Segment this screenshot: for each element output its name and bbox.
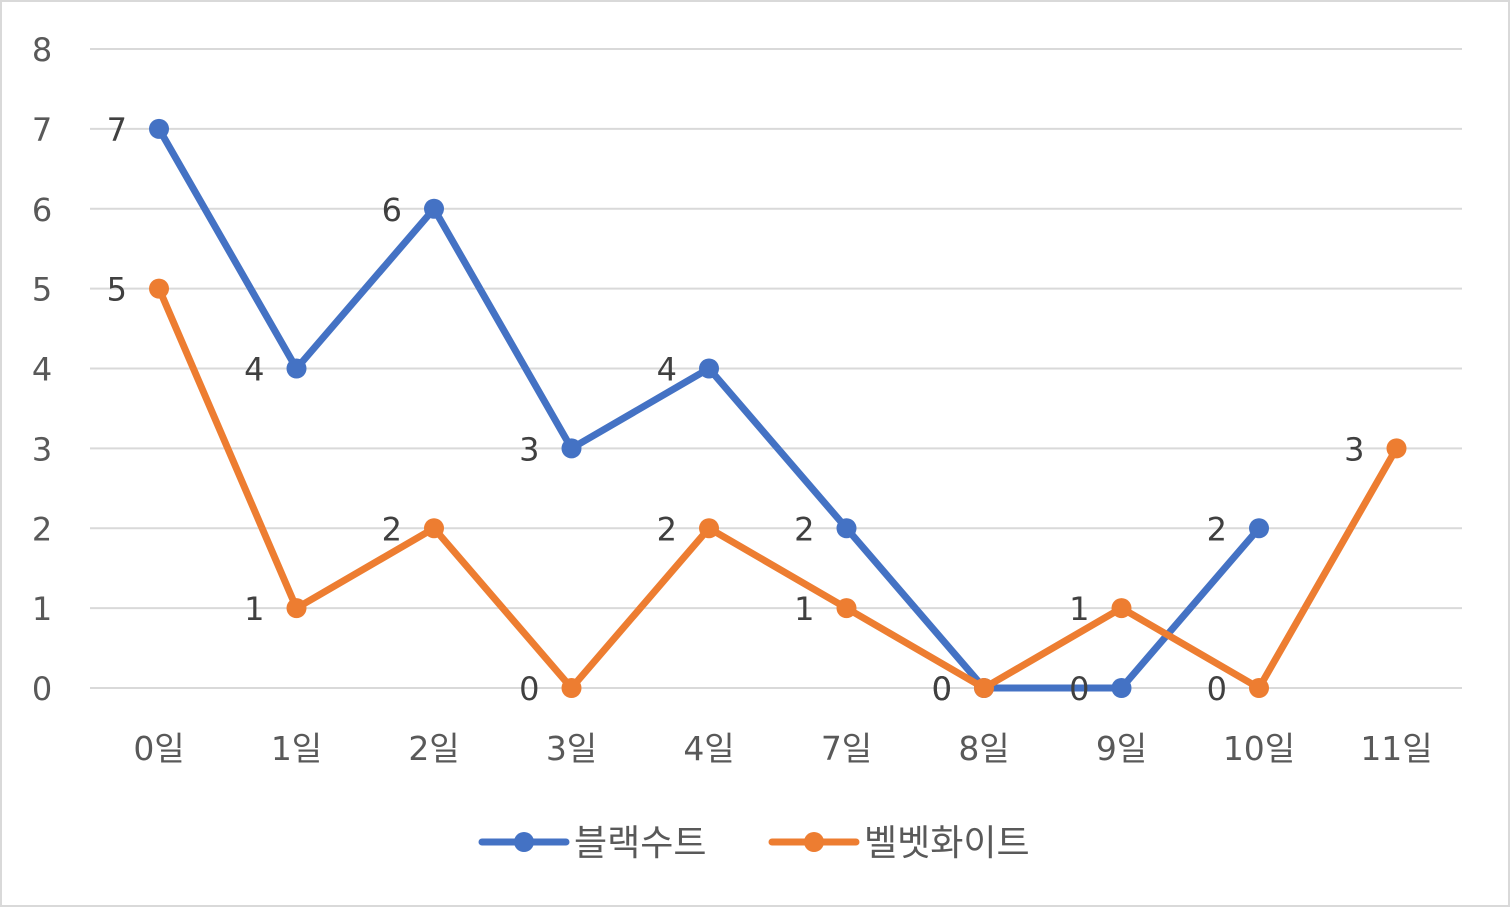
legend-label: 블랙수트 (574, 823, 706, 864)
data-label: 4 (657, 351, 677, 389)
grid-lines (90, 48, 1462, 689)
data-point (699, 518, 719, 539)
series-line (155, 285, 1400, 692)
data-point (561, 678, 582, 698)
data-label: 2 (657, 510, 677, 548)
legend-marker (804, 832, 824, 852)
legend-marker (514, 832, 534, 852)
y-tick-label: 5 (32, 271, 52, 309)
y-tick-label: 8 (32, 31, 52, 69)
data-point (1249, 518, 1269, 539)
series-lines (149, 118, 1407, 698)
data-label: 1 (1069, 590, 1089, 628)
x-tick-label: 7일 (821, 729, 872, 768)
data-label: 0 (1207, 670, 1227, 708)
data-label: 3 (519, 430, 539, 468)
data-point (974, 678, 994, 698)
y-tick-label: 4 (32, 351, 52, 389)
data-point (424, 518, 444, 539)
data-point (699, 358, 719, 379)
data-label: 4 (244, 351, 264, 389)
data-label: 2 (794, 510, 814, 548)
x-tick-label: 10일 (1223, 729, 1295, 768)
legend: 블랙수트 벨벳화이트 (478, 823, 1030, 864)
x-tick-label: 11일 (1360, 729, 1432, 768)
data-label: 0 (932, 670, 952, 708)
data-label: 1 (244, 590, 264, 628)
x-tick-label: 9일 (1096, 729, 1147, 768)
data-point (1386, 438, 1407, 459)
data-point (561, 438, 582, 459)
data-label: 6 (382, 191, 402, 229)
data-point (1111, 678, 1132, 698)
data-label: 2 (382, 510, 402, 548)
series-line (155, 125, 1263, 692)
data-label: 2 (1207, 510, 1227, 548)
data-label: 5 (107, 271, 127, 309)
data-point (149, 278, 169, 299)
x-tick-label: 0일 (133, 729, 184, 768)
data-label: 3 (1344, 430, 1364, 468)
data-label: 0 (1069, 670, 1089, 708)
data-point (424, 198, 444, 219)
y-tick-label: 3 (32, 430, 52, 468)
data-point (1111, 598, 1132, 619)
y-tick-label: 1 (32, 590, 52, 628)
x-tick-label: 3일 (546, 729, 597, 768)
y-tick-label: 2 (32, 510, 52, 548)
data-point (1249, 678, 1269, 698)
x-tick-label: 4일 (683, 729, 734, 768)
data-label: 0 (519, 670, 539, 708)
x-tick-label: 1일 (271, 729, 322, 768)
y-tick-label: 6 (32, 191, 52, 229)
data-point (149, 118, 169, 139)
x-tick-label: 2일 (408, 729, 459, 768)
data-point (836, 598, 857, 619)
legend-label: 벨벳화이트 (864, 823, 1030, 864)
data-label: 7 (107, 111, 127, 149)
x-axis-ticks: 0일 1일 2일 3일 4일 7일 8일 9일 10일 11일 (133, 729, 1432, 768)
data-label: 0 (932, 670, 952, 708)
data-point (286, 598, 307, 619)
x-tick-label: 8일 (958, 729, 1009, 768)
data-label: 1 (794, 590, 814, 628)
y-axis-ticks: 0 1 2 3 4 5 6 7 8 (32, 31, 52, 708)
y-tick-label: 7 (32, 111, 52, 149)
y-tick-label: 0 (32, 670, 52, 708)
data-point (286, 358, 307, 379)
data-point (836, 518, 857, 539)
